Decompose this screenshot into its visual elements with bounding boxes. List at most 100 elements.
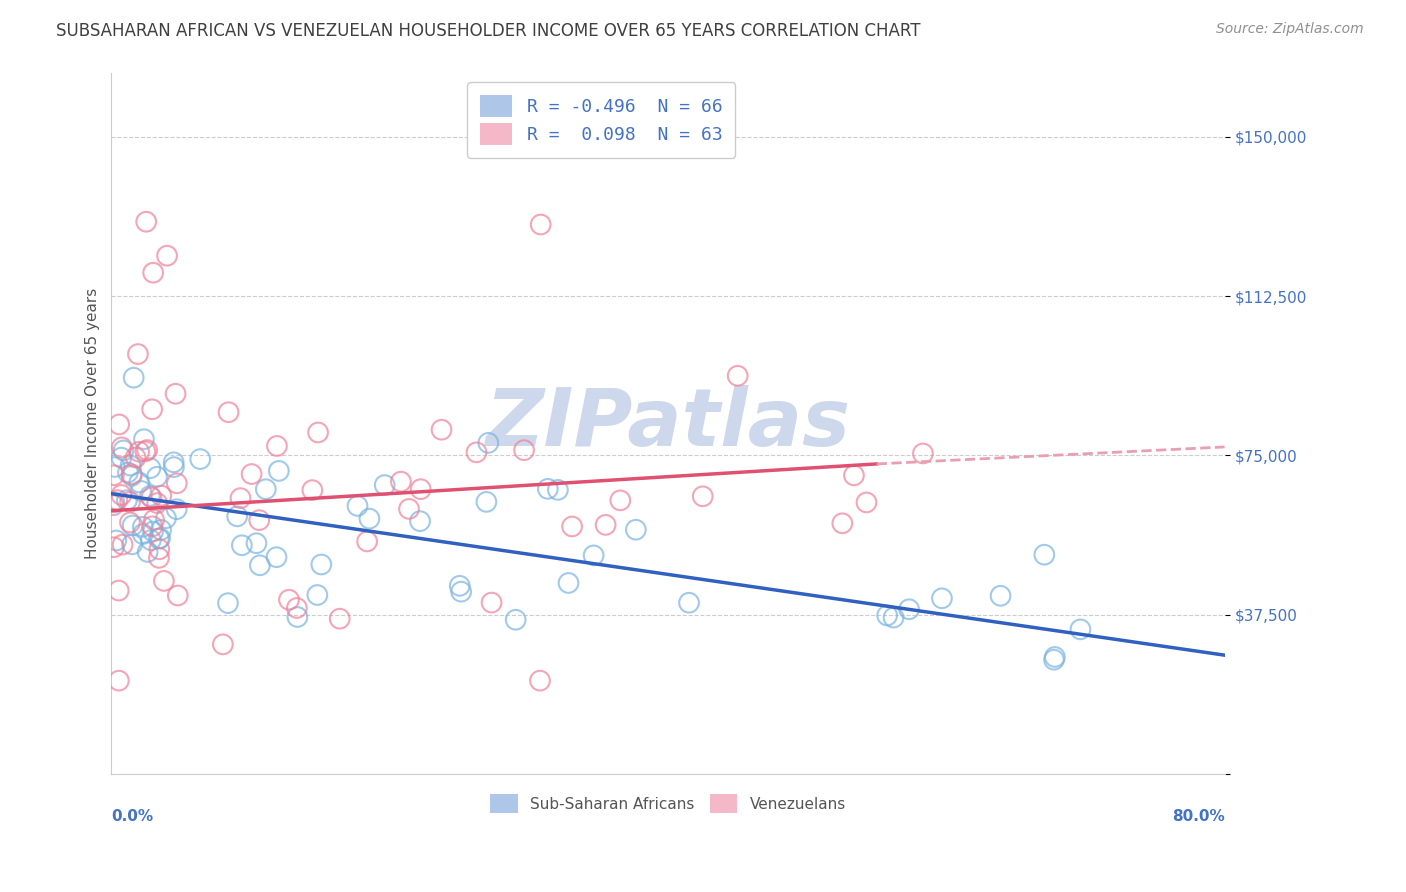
Point (139, 461, 162, 475)
Point (1033, 548, 1056, 562)
Text: SUBSAHARAN AFRICAN VS VENEZUELAN HOUSEHOLDER INCOME OVER 65 YEARS CORRELATION CH: SUBSAHARAN AFRICAN VS VENEZUELAN HOUSEHO… (56, 22, 921, 40)
Point (477, 435, 499, 450)
Point (609, 493, 631, 508)
Point (398, 502, 420, 516)
Text: 80.0%: 80.0% (1171, 809, 1225, 824)
Point (898, 602, 921, 616)
Point (231, 538, 253, 552)
Point (105, 493, 128, 508)
Point (374, 478, 396, 492)
Point (124, 450, 146, 465)
Point (557, 576, 579, 591)
Point (163, 460, 186, 475)
Point (831, 516, 853, 531)
Point (359, 511, 381, 525)
Point (166, 589, 188, 603)
Point (409, 482, 432, 496)
Point (141, 491, 163, 505)
Point (103, 468, 125, 483)
Text: Source: ZipAtlas.com: Source: ZipAtlas.com (1216, 22, 1364, 37)
Point (855, 495, 877, 509)
Point (117, 466, 139, 480)
Point (678, 596, 700, 610)
Point (132, 432, 155, 446)
Point (163, 455, 186, 469)
Point (513, 443, 536, 458)
Point (430, 423, 453, 437)
Point (148, 550, 170, 565)
Point (481, 596, 503, 610)
Point (582, 549, 605, 563)
Point (129, 483, 152, 498)
Point (226, 509, 249, 524)
Point (301, 483, 323, 497)
Point (136, 443, 159, 458)
Point (120, 495, 142, 509)
Point (104, 460, 127, 475)
Point (155, 511, 177, 525)
Point (842, 468, 865, 483)
Point (142, 524, 165, 539)
Point (450, 584, 472, 599)
Point (475, 495, 498, 509)
Point (136, 545, 159, 559)
Point (112, 443, 135, 458)
Point (217, 596, 239, 610)
Point (278, 592, 301, 607)
Point (110, 488, 132, 502)
Point (110, 450, 132, 465)
Point (128, 444, 150, 458)
Point (121, 537, 143, 551)
Point (883, 610, 905, 624)
Point (547, 483, 569, 497)
Point (505, 613, 527, 627)
Point (247, 513, 270, 527)
Point (111, 441, 134, 455)
Point (103, 495, 125, 509)
Point (449, 579, 471, 593)
Point (329, 612, 352, 626)
Point (307, 425, 329, 440)
Point (141, 402, 163, 417)
Point (166, 502, 188, 516)
Point (311, 558, 333, 572)
Point (143, 513, 166, 527)
Point (107, 583, 129, 598)
Point (118, 516, 141, 530)
Point (254, 482, 277, 496)
Point (127, 347, 149, 361)
Point (120, 458, 142, 473)
Point (249, 558, 271, 573)
Point (529, 673, 551, 688)
Point (165, 386, 187, 401)
Point (267, 464, 290, 478)
Point (1043, 650, 1066, 665)
Point (287, 610, 309, 624)
Point (307, 588, 329, 602)
Point (132, 520, 155, 534)
Point (149, 531, 172, 545)
Legend: Sub-Saharan Africans, Venezuelans: Sub-Saharan Africans, Venezuelans (484, 789, 852, 819)
Point (156, 249, 179, 263)
Point (122, 370, 145, 384)
Point (103, 498, 125, 512)
Point (530, 218, 553, 232)
Text: ZIPatlas: ZIPatlas (485, 384, 851, 463)
Point (139, 533, 162, 548)
Point (121, 468, 143, 483)
Point (911, 446, 934, 460)
Point (990, 589, 1012, 603)
Point (135, 215, 157, 229)
Point (212, 637, 235, 651)
Text: 0.0%: 0.0% (111, 809, 153, 824)
Point (139, 489, 162, 503)
Point (105, 533, 128, 548)
Point (148, 542, 170, 557)
Point (146, 469, 169, 483)
Point (229, 491, 252, 505)
Point (218, 405, 240, 419)
Point (142, 266, 165, 280)
Point (166, 476, 188, 491)
Point (346, 499, 368, 513)
Point (121, 467, 143, 482)
